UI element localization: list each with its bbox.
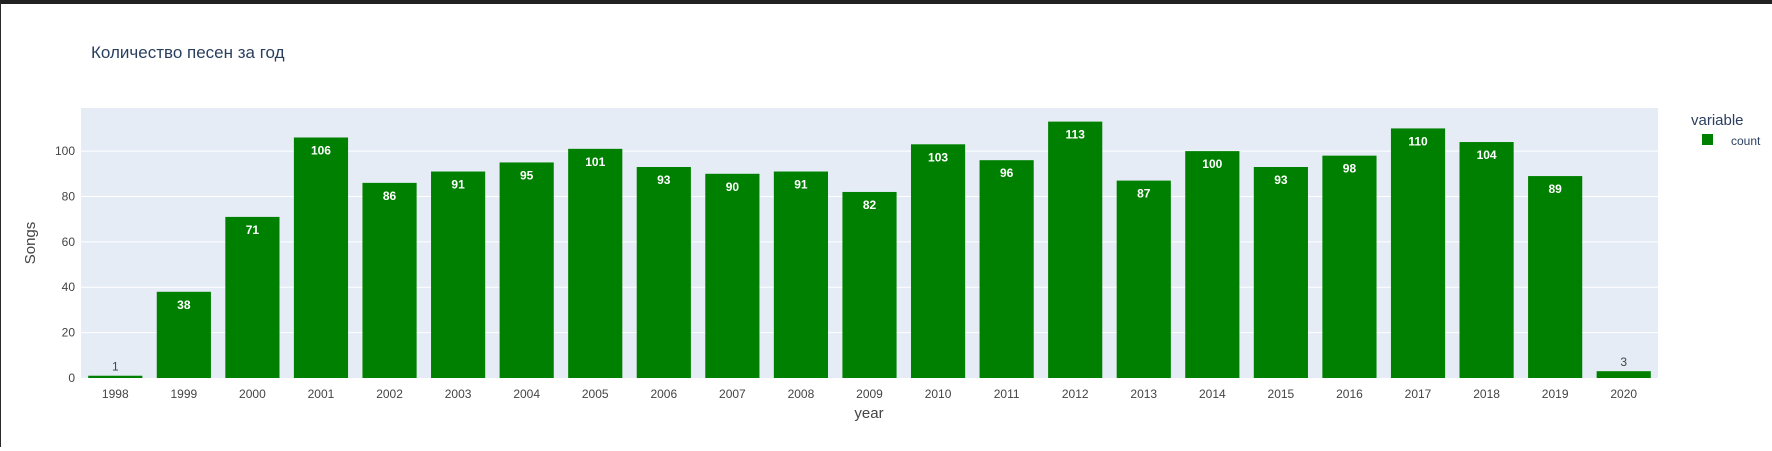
y-axis-label: Songs <box>22 222 39 265</box>
bar[interactable] <box>774 172 828 378</box>
bar[interactable] <box>1117 181 1171 378</box>
chart-title: Количество песен за год <box>91 43 285 62</box>
data-label: 93 <box>657 173 671 187</box>
y-tick-label: 40 <box>62 280 76 294</box>
data-label: 87 <box>1137 187 1151 201</box>
y-tick-label: 100 <box>55 144 75 158</box>
data-label: 104 <box>1477 148 1497 162</box>
x-tick-label: 2007 <box>719 387 746 401</box>
data-label: 91 <box>451 178 465 192</box>
x-tick-label: 2001 <box>308 387 335 401</box>
x-tick-label: 2006 <box>650 387 677 401</box>
legend-title: variable <box>1691 112 1744 129</box>
bar[interactable] <box>568 149 622 378</box>
bar[interactable] <box>1391 128 1445 378</box>
x-tick-label: 2020 <box>1610 387 1637 401</box>
x-tick-label: 2016 <box>1336 387 1363 401</box>
bar[interactable] <box>225 217 279 378</box>
bar[interactable] <box>431 172 485 378</box>
data-label: 89 <box>1548 182 1562 196</box>
y-tick-label: 60 <box>62 235 76 249</box>
bar[interactable] <box>1048 122 1102 378</box>
bar[interactable] <box>911 144 965 378</box>
x-tick-label: 2009 <box>856 387 883 401</box>
bar[interactable] <box>88 376 142 378</box>
data-label: 93 <box>1274 173 1288 187</box>
bar[interactable] <box>1597 371 1651 378</box>
legend-swatch[interactable] <box>1702 134 1713 145</box>
bar[interactable] <box>1460 142 1514 378</box>
data-label: 101 <box>585 155 605 169</box>
y-tick-label: 80 <box>62 189 76 203</box>
data-label: 91 <box>794 178 808 192</box>
x-tick-label: 2000 <box>239 387 266 401</box>
x-tick-label: 1999 <box>170 387 197 401</box>
data-label: 38 <box>177 298 191 312</box>
bar[interactable] <box>1528 176 1582 378</box>
data-label: 96 <box>1000 166 1014 180</box>
x-tick-label: 2005 <box>582 387 609 401</box>
legend[interactable]: variable count <box>1691 112 1761 148</box>
data-label: 98 <box>1343 162 1357 176</box>
bar[interactable] <box>1185 151 1239 378</box>
data-label: 82 <box>863 198 877 212</box>
x-tick-label: 2019 <box>1542 387 1569 401</box>
data-label: 95 <box>520 168 534 182</box>
bar[interactable] <box>294 137 348 378</box>
x-axis-label: year <box>854 405 883 422</box>
bar[interactable] <box>1322 156 1376 378</box>
x-tick-label: 2012 <box>1062 387 1089 401</box>
x-tick-label: 2017 <box>1405 387 1432 401</box>
x-tick-labels: 1998 1999 2000 2001 2002 2003 2004 2005 2006 2007… <box>102 387 1637 401</box>
x-tick-label: 2004 <box>513 387 540 401</box>
x-tick-label: 2013 <box>1130 387 1157 401</box>
y-tick-label: 20 <box>62 326 76 340</box>
data-label: 113 <box>1066 128 1086 142</box>
bar[interactable] <box>500 162 554 378</box>
bar[interactable] <box>1254 167 1308 378</box>
legend-item-count[interactable]: count <box>1731 134 1761 148</box>
data-label: 100 <box>1202 157 1222 171</box>
bar[interactable] <box>842 192 896 378</box>
y-tick-label: 0 <box>68 371 75 385</box>
data-label: 1 <box>112 360 119 374</box>
x-tick-label: 2011 <box>994 387 1020 401</box>
x-tick-label: 2003 <box>445 387 472 401</box>
bar[interactable] <box>980 160 1034 378</box>
x-tick-label: 2015 <box>1268 387 1295 401</box>
data-label: 3 <box>1620 355 1627 369</box>
x-tick-label: 2010 <box>925 387 952 401</box>
data-label: 103 <box>928 150 948 164</box>
data-label: 106 <box>311 143 331 157</box>
data-label: 86 <box>383 189 397 203</box>
x-tick-label: 1998 <box>102 387 129 401</box>
x-tick-label: 2018 <box>1473 387 1500 401</box>
bar[interactable] <box>362 183 416 378</box>
data-label: 110 <box>1408 134 1428 148</box>
x-tick-label: 2008 <box>788 387 815 401</box>
y-tick-labels: 0 20 40 60 80 100 <box>55 144 75 385</box>
x-tick-label: 2002 <box>376 387 403 401</box>
data-label: 90 <box>726 180 740 194</box>
x-tick-label: 2014 <box>1199 387 1226 401</box>
bar[interactable] <box>705 174 759 378</box>
bar[interactable] <box>637 167 691 378</box>
data-label: 71 <box>246 223 260 237</box>
